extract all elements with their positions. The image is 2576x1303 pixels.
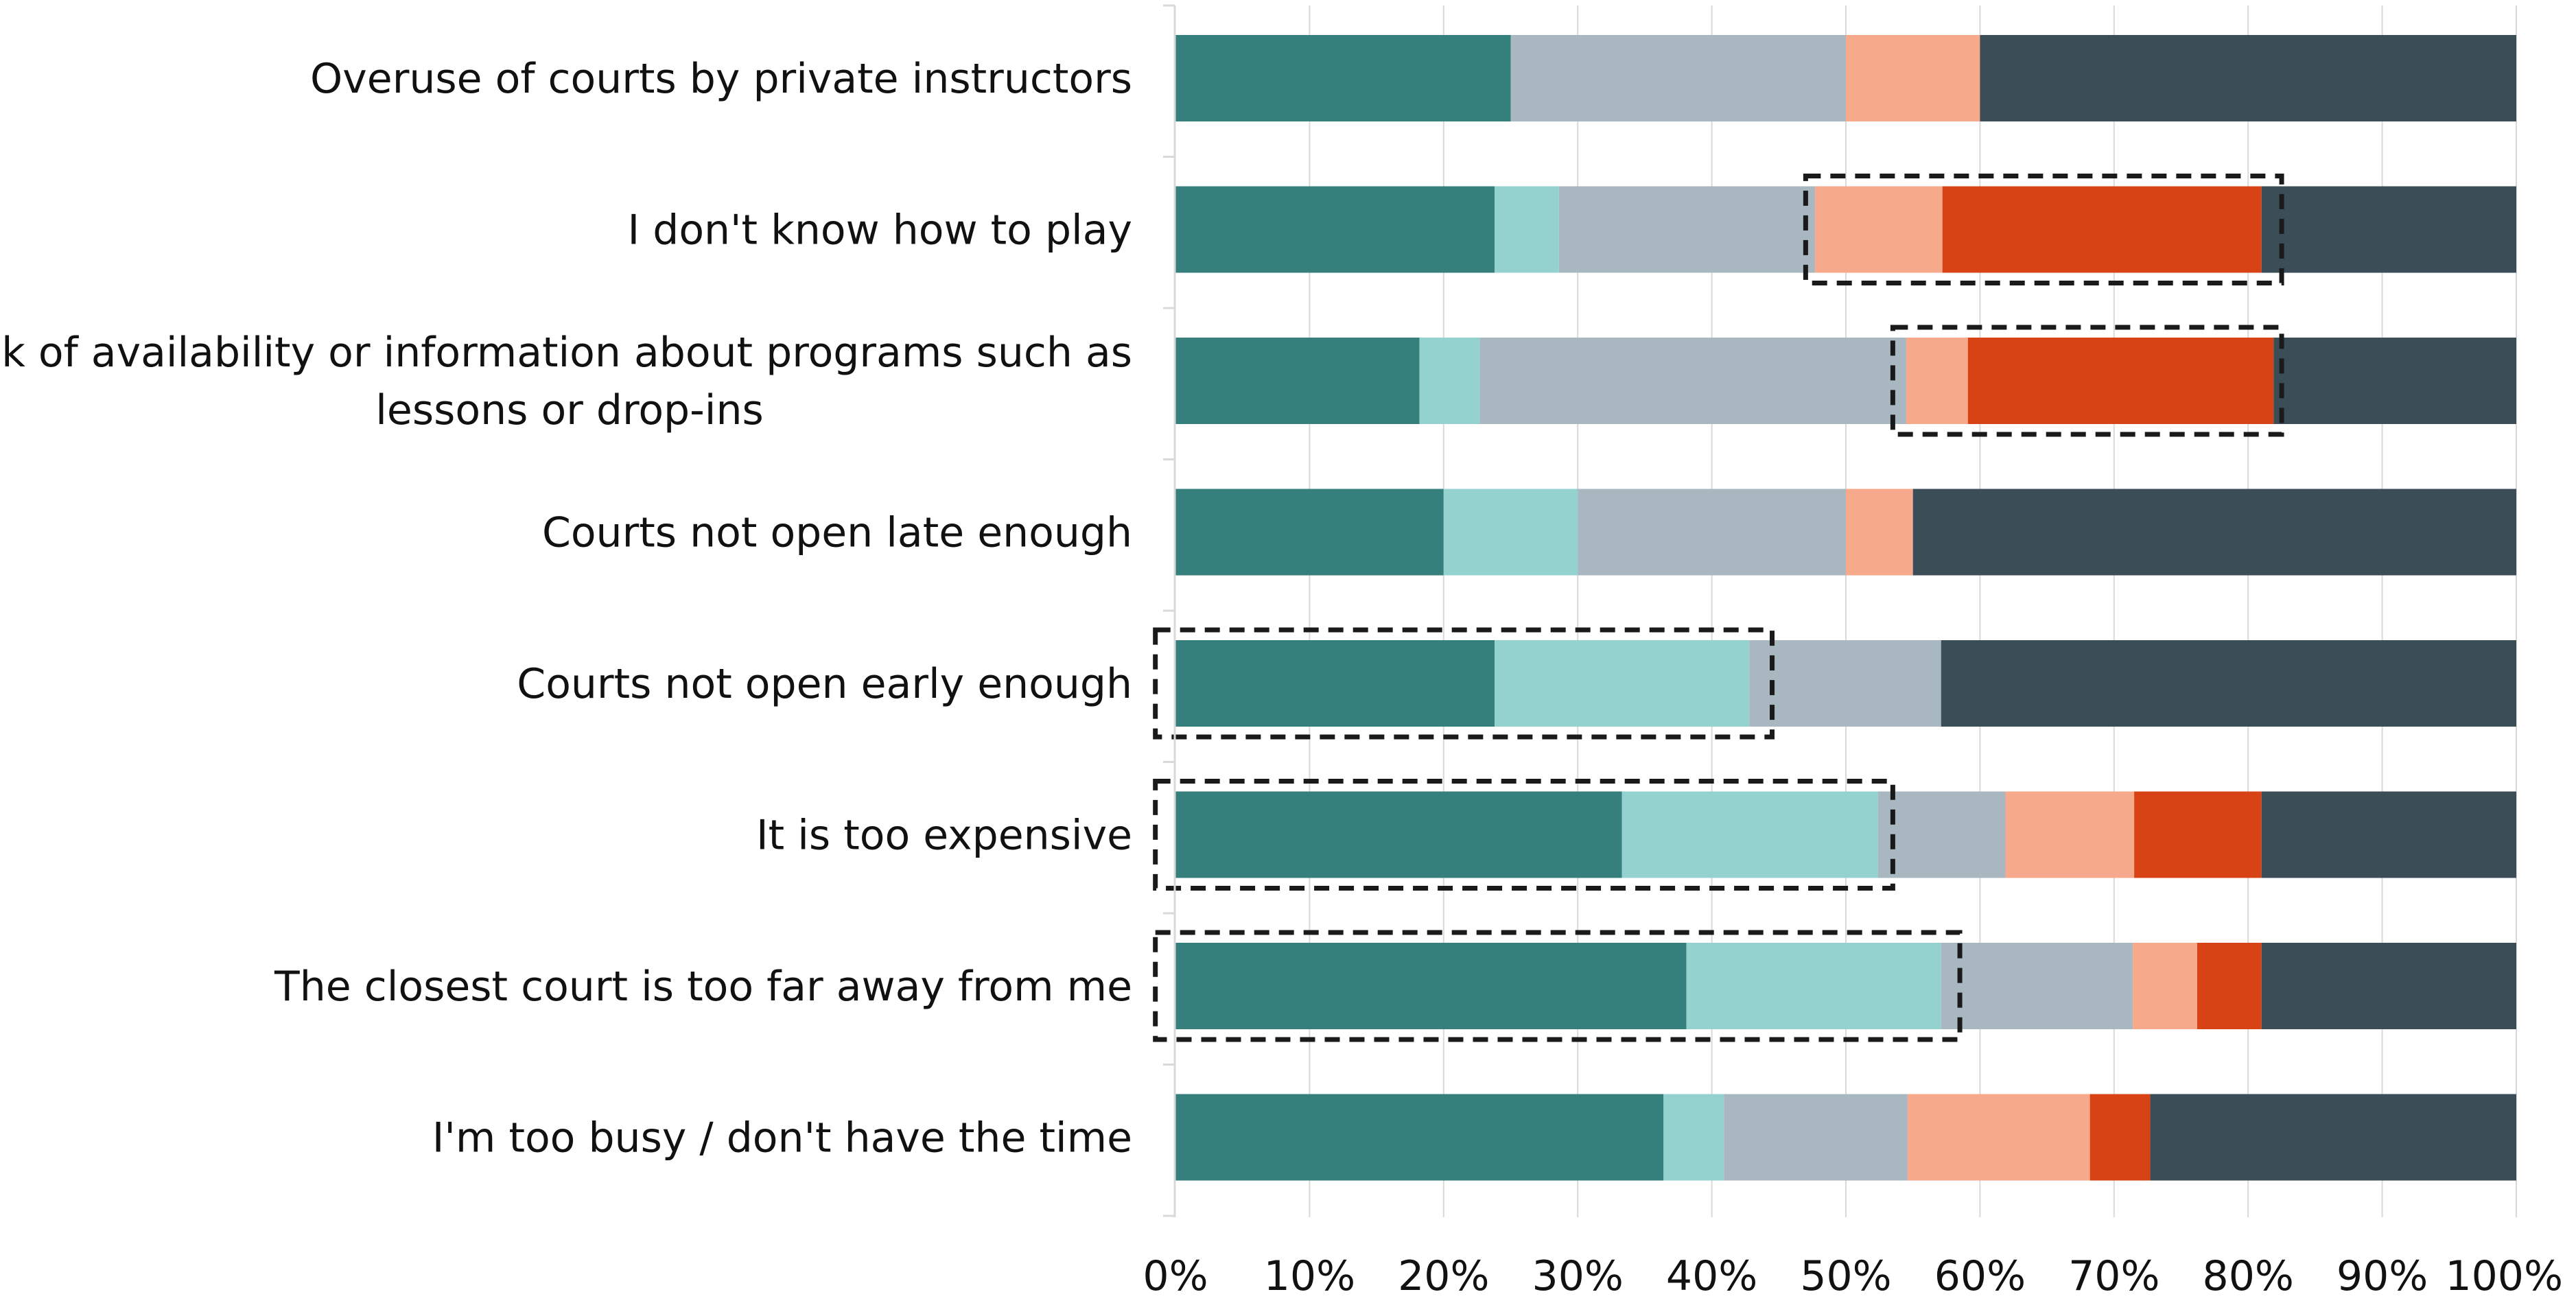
bars-layer <box>1175 35 2516 1181</box>
category-label: Overuse of courts by private instructors <box>310 55 1132 103</box>
bar-segment <box>1686 943 1941 1029</box>
x-tick-label: 80% <box>2203 1252 2294 1300</box>
bar-segment <box>1175 640 1495 727</box>
bar-segment <box>1495 640 1750 727</box>
highlight-box <box>1153 779 1895 891</box>
bar-segment <box>1846 35 1980 121</box>
bar-segment <box>2261 791 2516 878</box>
category-label: lessons or drop-ins <box>375 386 763 434</box>
category-label: Courts not open early enough <box>517 660 1132 708</box>
bar-segment <box>2261 186 2516 273</box>
bar-segment <box>1495 186 1559 273</box>
x-tick-label: 30% <box>1532 1252 1624 1300</box>
category-label: It is too expensive <box>756 812 1132 860</box>
x-tick-label: 100% <box>2445 1252 2563 1300</box>
bar-segment <box>2197 943 2262 1029</box>
bar-segment <box>2089 1094 2151 1181</box>
bar-segment <box>1941 640 2516 727</box>
bar-segment <box>1175 35 1511 121</box>
bar-segment <box>1663 1094 1724 1181</box>
x-tick-label: 40% <box>1666 1252 1757 1300</box>
bar-segment <box>1175 943 1687 1029</box>
highlight-layer <box>1153 174 2284 1042</box>
category-label: Lack of availability or information abou… <box>0 329 1132 377</box>
bar-segment <box>1479 338 1906 424</box>
bar-segment <box>1942 186 2262 273</box>
highlight-box <box>1803 174 2284 285</box>
bar-segment <box>1175 186 1495 273</box>
bar-segment <box>1175 1094 1664 1181</box>
bar-segment <box>1749 640 1941 727</box>
bar-segment <box>2134 791 2262 878</box>
bar-segment <box>2261 943 2516 1029</box>
x-tick-label: 90% <box>2337 1252 2428 1300</box>
highlight-box <box>1153 627 1775 740</box>
bar-segment <box>2005 791 2135 878</box>
bar-segment <box>1815 186 1943 273</box>
bar-segment <box>1846 489 1913 576</box>
bar-segment <box>1906 338 1968 424</box>
bar-segment <box>1175 489 1444 576</box>
category-label: I don't know how to play <box>627 207 1132 255</box>
category-label-layer: Overuse of courts by private instructors… <box>0 55 1132 1162</box>
bar-segment <box>1419 338 1480 424</box>
category-label: I'm too busy / don't have the time <box>432 1114 1132 1162</box>
category-label: Courts not open late enough <box>542 509 1132 557</box>
x-tick-label: 50% <box>1800 1252 1891 1300</box>
bar-segment <box>1877 791 2006 878</box>
bar-segment <box>2273 338 2516 424</box>
category-label: The closest court is too far away from m… <box>274 963 1132 1011</box>
bar-segment <box>1967 338 2274 424</box>
bar-segment <box>2133 943 2197 1029</box>
highlight-box <box>1153 930 1963 1042</box>
bar-segment <box>2150 1094 2516 1181</box>
bar-segment <box>1621 791 1878 878</box>
bar-segment <box>1724 1094 1908 1181</box>
axis-layer: 0% 10% 20% 30% 40% 50% 60% 70% 80% 90% 100% <box>1143 4 2563 1300</box>
x-tick-label: 70% <box>2068 1252 2159 1300</box>
x-tick-label: 0% <box>1143 1252 1208 1300</box>
bar-segment <box>1443 489 1578 576</box>
x-tick-label: 60% <box>1934 1252 2026 1300</box>
bar-segment <box>1175 791 1622 878</box>
bar-segment <box>1578 489 1846 576</box>
bar-segment <box>1175 338 1420 424</box>
bar-segment <box>1558 186 1816 273</box>
bar-segment <box>1907 1094 2090 1181</box>
x-tick-label: 10% <box>1264 1252 1355 1300</box>
bar-segment <box>1941 943 2133 1029</box>
bar-segment <box>1980 35 2516 121</box>
x-tick-label: 20% <box>1398 1252 1489 1300</box>
bar-segment <box>1510 35 1846 121</box>
bar-segment <box>1912 489 2516 576</box>
